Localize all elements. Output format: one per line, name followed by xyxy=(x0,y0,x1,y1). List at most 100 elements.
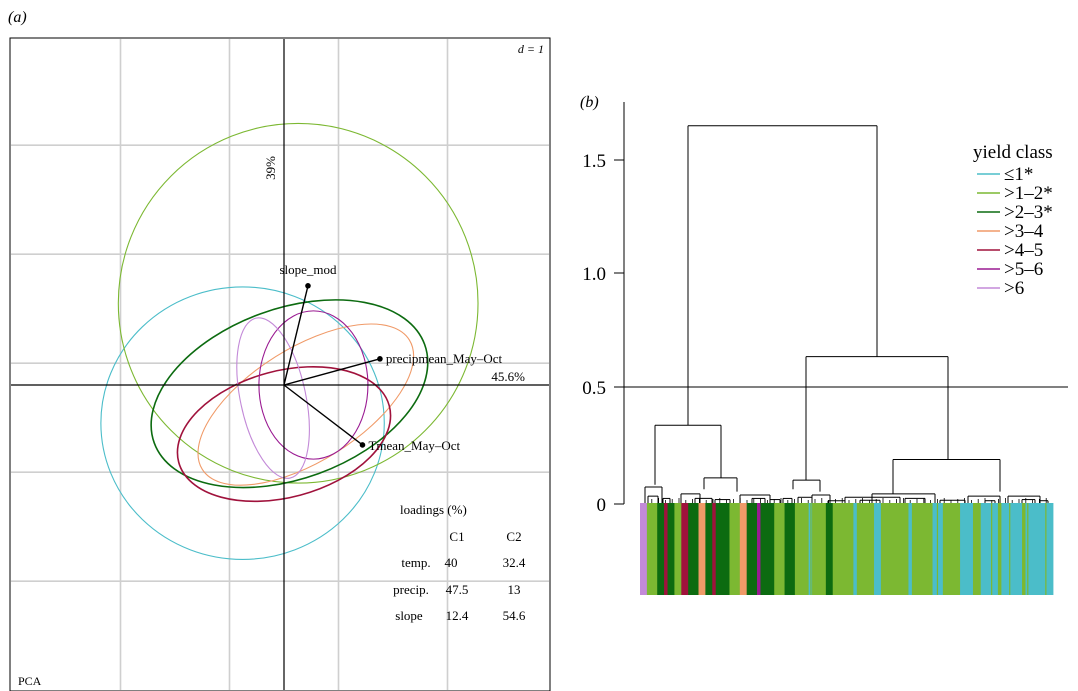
leaf-band xyxy=(997,503,1002,595)
loadings-row-c1: 40 xyxy=(445,555,458,570)
legend: yield class ≤1*>1–2*>2–3*>3–4>4–5>5–6>6 xyxy=(973,142,1053,299)
y-tick-label: 1.5 xyxy=(582,151,606,172)
loadings-col-c2: C2 xyxy=(506,529,521,544)
leaf-band xyxy=(739,503,748,595)
loading-vector xyxy=(283,285,309,386)
leaf-band xyxy=(880,503,909,595)
legend-title: yield class xyxy=(973,142,1053,163)
leaf-band xyxy=(681,503,689,595)
leaf-band xyxy=(674,503,682,595)
vector-tip xyxy=(305,283,311,289)
leaf-band xyxy=(832,503,854,595)
leaf-band xyxy=(784,503,796,595)
vector-tip xyxy=(377,356,383,362)
leaf-stripe xyxy=(1045,503,1047,595)
leaf-band xyxy=(646,503,658,595)
legend-item: >4–5 xyxy=(977,240,1043,261)
dendrogram-tree xyxy=(644,125,1049,503)
pc2-label: 39% xyxy=(263,156,278,180)
vector-label: slope_mod xyxy=(279,262,337,277)
legend-label: >1–2* xyxy=(1004,183,1053,204)
loadings-col-c1: C1 xyxy=(449,529,464,544)
ellipse-class xyxy=(100,286,385,560)
ellipse-class xyxy=(150,299,429,489)
legend-label: >2–3* xyxy=(1004,202,1053,223)
ellipse-class xyxy=(117,122,479,484)
leaf-stripe xyxy=(1009,503,1011,595)
scale-label: d = 1 xyxy=(518,42,544,56)
leaf-band xyxy=(746,503,758,595)
legend-item: >6 xyxy=(977,278,1024,299)
y-tick-label: 0 xyxy=(597,495,607,516)
leaf-band xyxy=(664,503,668,595)
legend-item: >1–2* xyxy=(977,183,1053,204)
panel-b-label: (b) xyxy=(580,94,599,111)
dendrogram-y-axis: 0 0.5 1.0 1.5 xyxy=(582,102,625,516)
panel-a-label: (a) xyxy=(8,9,27,26)
legend-item: >2–3* xyxy=(977,202,1053,223)
leaf-band xyxy=(715,503,730,595)
leaf-band xyxy=(874,503,882,595)
scale-label-box xyxy=(500,39,549,57)
vector-tip xyxy=(359,442,366,448)
leaf-band xyxy=(973,503,982,595)
legend-item: >5–6 xyxy=(977,259,1043,280)
y-tick-label: 1.0 xyxy=(582,264,606,285)
corner-label: PCA xyxy=(18,674,42,688)
leaf-stripe xyxy=(972,503,975,595)
loadings-row-c2: 13 xyxy=(508,582,521,597)
leaf-stripe xyxy=(1027,503,1029,595)
leaf-band xyxy=(657,503,665,595)
legend-item: ≤1* xyxy=(977,164,1033,185)
leaf-stripe xyxy=(936,503,939,595)
legend-label: >6 xyxy=(1004,278,1024,299)
leaf-band xyxy=(856,503,875,595)
dendrogram-panel: (b) 0 0.5 1.0 1.5 yield class ≤1*>1–2*>2… xyxy=(580,94,1068,595)
loadings-title: loadings (%) xyxy=(400,502,467,517)
leaf-band xyxy=(1001,503,1023,595)
leaf-band xyxy=(760,503,775,595)
leaf-band xyxy=(1022,503,1026,595)
leaf-stripe xyxy=(810,503,812,595)
ellipse-class xyxy=(236,317,310,479)
loadings-row-name: temp. xyxy=(401,555,430,570)
leaf-band xyxy=(980,503,999,595)
pca-panel: (a) d = 1 slope_mod precipmean_May–Oct Tme… xyxy=(8,9,551,691)
leaf-band xyxy=(729,503,741,595)
leaf-band xyxy=(1025,503,1054,595)
vector-label: precipmean_May–Oct xyxy=(386,351,503,366)
leaf-band xyxy=(853,503,858,595)
leaf-band xyxy=(698,503,706,595)
loadings-row-c2: 32.4 xyxy=(503,555,526,570)
legend-item: >3–4 xyxy=(977,221,1044,242)
leaf-band xyxy=(688,503,699,595)
leaf-band xyxy=(825,503,834,595)
loadings-row-c2: 54.6 xyxy=(503,608,526,623)
loadings-table: loadings (%) C1 C2 temp. 40 32.4 precip.… xyxy=(393,502,526,623)
loadings-row-name: slope xyxy=(395,608,423,623)
ellipse-class xyxy=(176,365,392,503)
y-tick-label: 0.5 xyxy=(582,378,606,399)
leaf-band xyxy=(774,503,785,595)
loading-vector xyxy=(283,358,381,386)
pca-plot-frame xyxy=(9,37,551,691)
leaf-band xyxy=(757,503,761,595)
leaf-band xyxy=(667,503,675,595)
leaf-color-bars xyxy=(640,503,1054,595)
leaf-band xyxy=(960,503,975,595)
legend-label: ≤1* xyxy=(1004,164,1033,185)
leaf-band xyxy=(942,503,961,595)
loading-vector xyxy=(283,384,363,446)
leaf-band xyxy=(640,503,648,595)
pca-grid xyxy=(11,39,549,690)
leaf-band xyxy=(908,503,913,595)
loadings-row-name: precip. xyxy=(393,582,429,597)
loadings-row-c1: 12.4 xyxy=(446,608,469,623)
loadings-row-c1: 47.5 xyxy=(446,582,469,597)
corner-label-box xyxy=(11,669,53,690)
pca-axes xyxy=(11,39,549,690)
pc1-label: 45.6% xyxy=(491,369,525,384)
leaf-band xyxy=(812,503,827,595)
legend-label: >5–6 xyxy=(1004,259,1043,280)
